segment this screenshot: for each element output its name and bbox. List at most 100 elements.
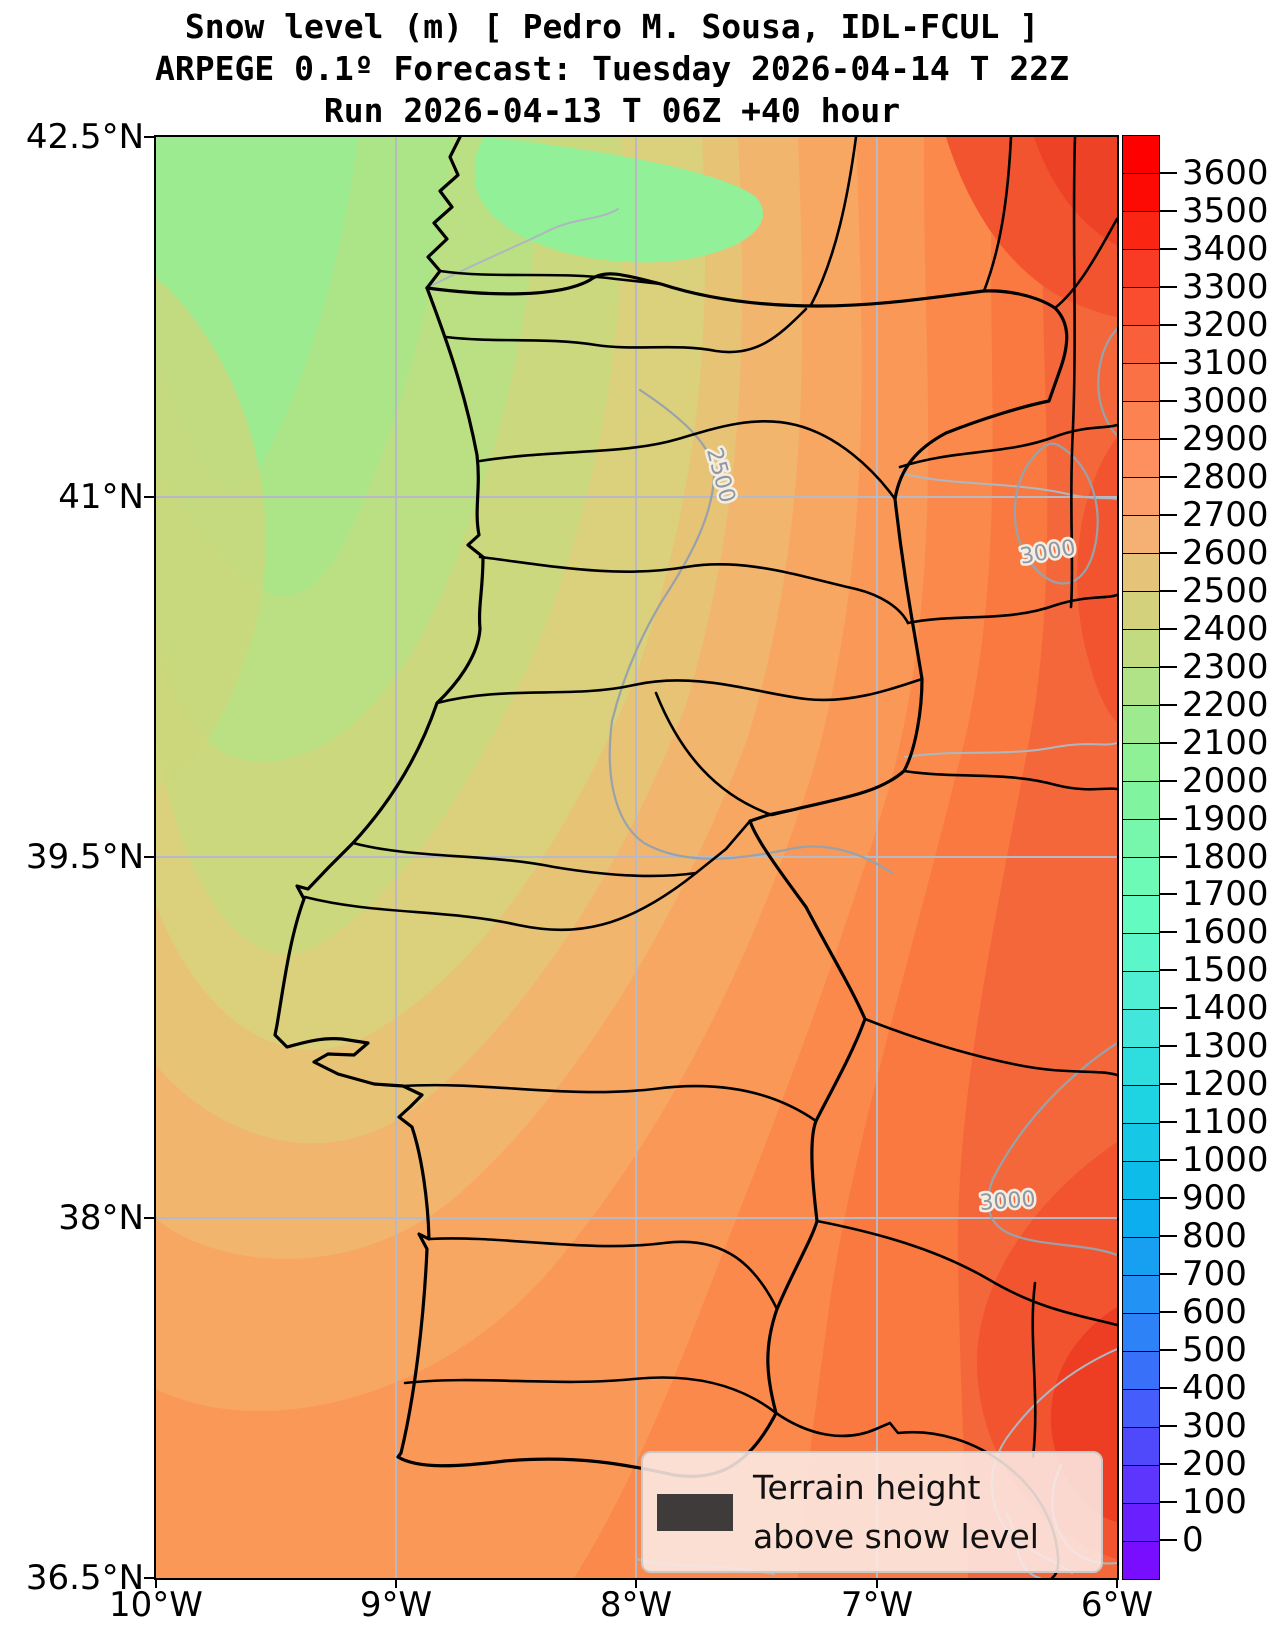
colorbar-tick-label: 3000 bbox=[1182, 380, 1269, 421]
colorbar-tick-label: 1200 bbox=[1182, 1064, 1269, 1105]
x-axis-tick-mark bbox=[876, 1578, 878, 1588]
colorbar-segment bbox=[1123, 743, 1159, 781]
colorbar-segment bbox=[1123, 1199, 1159, 1237]
colorbar-tick-label: 2400 bbox=[1182, 608, 1269, 649]
colorbar-segment bbox=[1123, 136, 1159, 173]
colorbar-segment bbox=[1123, 1503, 1159, 1541]
colorbar-tick-mark bbox=[1160, 323, 1177, 326]
colorbar-tick-label: 2300 bbox=[1182, 646, 1269, 687]
x-axis-tick-mark bbox=[155, 1578, 157, 1588]
colorbar-segment bbox=[1123, 1085, 1159, 1123]
colorbar-tick-label: 300 bbox=[1182, 1406, 1247, 1447]
colorbar-segment bbox=[1123, 325, 1159, 363]
colorbar-segment bbox=[1123, 249, 1159, 287]
colorbar-tick-mark bbox=[1160, 361, 1177, 364]
y-axis-tick-label: 41°N bbox=[58, 477, 144, 517]
y-axis-tick-label: 39.5°N bbox=[25, 837, 144, 877]
legend-text: Terrain height above snow level bbox=[753, 1463, 1039, 1561]
colorbar-tick-label: 200 bbox=[1182, 1444, 1247, 1485]
colorbar-tick-mark bbox=[1160, 665, 1177, 668]
colorbar-segment bbox=[1123, 591, 1159, 629]
y-axis-tick-mark bbox=[144, 1217, 154, 1219]
colorbar-tick-mark bbox=[1160, 1045, 1177, 1048]
colorbar-segment bbox=[1123, 553, 1159, 591]
colorbar-tick-mark bbox=[1160, 209, 1177, 212]
y-axis-tick-label: 36.5°N bbox=[25, 1558, 144, 1598]
galicia-coastline bbox=[425, 137, 462, 290]
douro-river-spain bbox=[899, 472, 1117, 500]
title-line-2: ARPEGE 0.1º Forecast: Tuesday 2026-04-14… bbox=[155, 49, 1069, 88]
colorbar-tick-mark bbox=[1160, 969, 1177, 972]
contour-label-3000-b: 3000 bbox=[979, 1187, 1037, 1216]
colorbar-segment bbox=[1123, 211, 1159, 249]
colorbar-segment bbox=[1123, 515, 1159, 553]
colorbar-segment bbox=[1123, 1047, 1159, 1085]
colorbar-tick-label: 500 bbox=[1182, 1330, 1247, 1371]
y-axis-tick-mark bbox=[144, 1577, 154, 1579]
x-axis-tick-label: 10°W bbox=[109, 1585, 203, 1625]
colorbar-tick-mark bbox=[1160, 627, 1177, 630]
x-axis-tick-mark bbox=[1116, 1578, 1118, 1588]
colorbar-tick-label: 2500 bbox=[1182, 570, 1269, 611]
y-axis-tick-mark bbox=[144, 496, 154, 498]
legend-text-line-1: Terrain height bbox=[753, 1468, 981, 1507]
coastline-and-borders bbox=[273, 137, 1117, 1578]
colorbar-tick-mark bbox=[1160, 399, 1177, 402]
colorbar-tick-mark bbox=[1160, 1463, 1177, 1466]
grey-contour-lines bbox=[608, 327, 1117, 1257]
colorbar-tick-mark bbox=[1160, 1007, 1177, 1010]
colorbar-tick-mark bbox=[1160, 1387, 1177, 1390]
colorbar-segment bbox=[1123, 1541, 1159, 1579]
colorbar-tick-label: 2700 bbox=[1182, 494, 1269, 535]
colorbar-tick-label: 1800 bbox=[1182, 836, 1269, 877]
colorbar-tick-label: 3500 bbox=[1182, 190, 1269, 231]
tejo-river-spain bbox=[904, 742, 1117, 758]
colorbar-segment bbox=[1123, 401, 1159, 439]
contour-3000-south-line bbox=[986, 1041, 1117, 1257]
colorbar-tick-label: 700 bbox=[1182, 1254, 1247, 1295]
y-axis-tick-label: 38°N bbox=[58, 1198, 144, 1238]
colorbar-tick-mark bbox=[1160, 817, 1177, 820]
colorbar-tick-mark bbox=[1160, 551, 1177, 554]
colorbar-tick-mark bbox=[1160, 1235, 1177, 1238]
district-boundaries bbox=[303, 269, 924, 1415]
colorbar-segment bbox=[1123, 895, 1159, 933]
colorbar-segment bbox=[1123, 971, 1159, 1009]
legend-text-line-2: above snow level bbox=[753, 1517, 1039, 1556]
colorbar-tick-label: 1900 bbox=[1182, 798, 1269, 839]
colorbar-segment bbox=[1123, 857, 1159, 895]
colorbar bbox=[1122, 135, 1160, 1580]
colorbar-tick-mark bbox=[1160, 437, 1177, 440]
colorbar-tick-mark bbox=[1160, 171, 1177, 174]
colorbar-tick-label: 100 bbox=[1182, 1482, 1247, 1523]
colorbar-tick-mark bbox=[1160, 1159, 1177, 1162]
x-axis-tick-label: 7°W bbox=[840, 1585, 914, 1625]
x-axis-tick-label: 8°W bbox=[599, 1585, 673, 1625]
colorbar-tick-label: 1600 bbox=[1182, 912, 1269, 953]
colorbar-tick-mark bbox=[1160, 1501, 1177, 1504]
colorbar-tick-label: 400 bbox=[1182, 1368, 1247, 1409]
colorbar-tick-label: 2100 bbox=[1182, 722, 1269, 763]
map-svg: 2500 3000 3000 bbox=[156, 137, 1117, 1578]
colorbar-tick-label: 3600 bbox=[1182, 152, 1269, 193]
colorbar-segment bbox=[1123, 1389, 1159, 1427]
colorbar-tick-mark bbox=[1160, 589, 1177, 592]
colorbar-tick-mark bbox=[1160, 1311, 1177, 1314]
colorbar-tick-mark bbox=[1160, 285, 1177, 288]
legend-terrain-swatch bbox=[657, 1493, 733, 1531]
colorbar-tick-label: 900 bbox=[1182, 1178, 1247, 1219]
colorbar-segment bbox=[1123, 1351, 1159, 1389]
colorbar-segment bbox=[1123, 819, 1159, 857]
colorbar-tick-mark bbox=[1160, 247, 1177, 250]
x-axis-tick-label: 9°W bbox=[359, 1585, 433, 1625]
colorbar-tick-mark bbox=[1160, 1349, 1177, 1352]
colorbar-segment bbox=[1123, 1275, 1159, 1313]
x-axis-tick-label: 6°W bbox=[1080, 1585, 1154, 1625]
title-line-1: Snow level (m) [ Pedro M. Sousa, IDL-FCU… bbox=[184, 7, 1040, 46]
colorbar-tick-mark bbox=[1160, 779, 1177, 782]
y-axis-tick-mark bbox=[144, 136, 154, 138]
colorbar-tick-mark bbox=[1160, 931, 1177, 934]
colorbar-tick-label: 3200 bbox=[1182, 304, 1269, 345]
colorbar-tick-mark bbox=[1160, 893, 1177, 896]
